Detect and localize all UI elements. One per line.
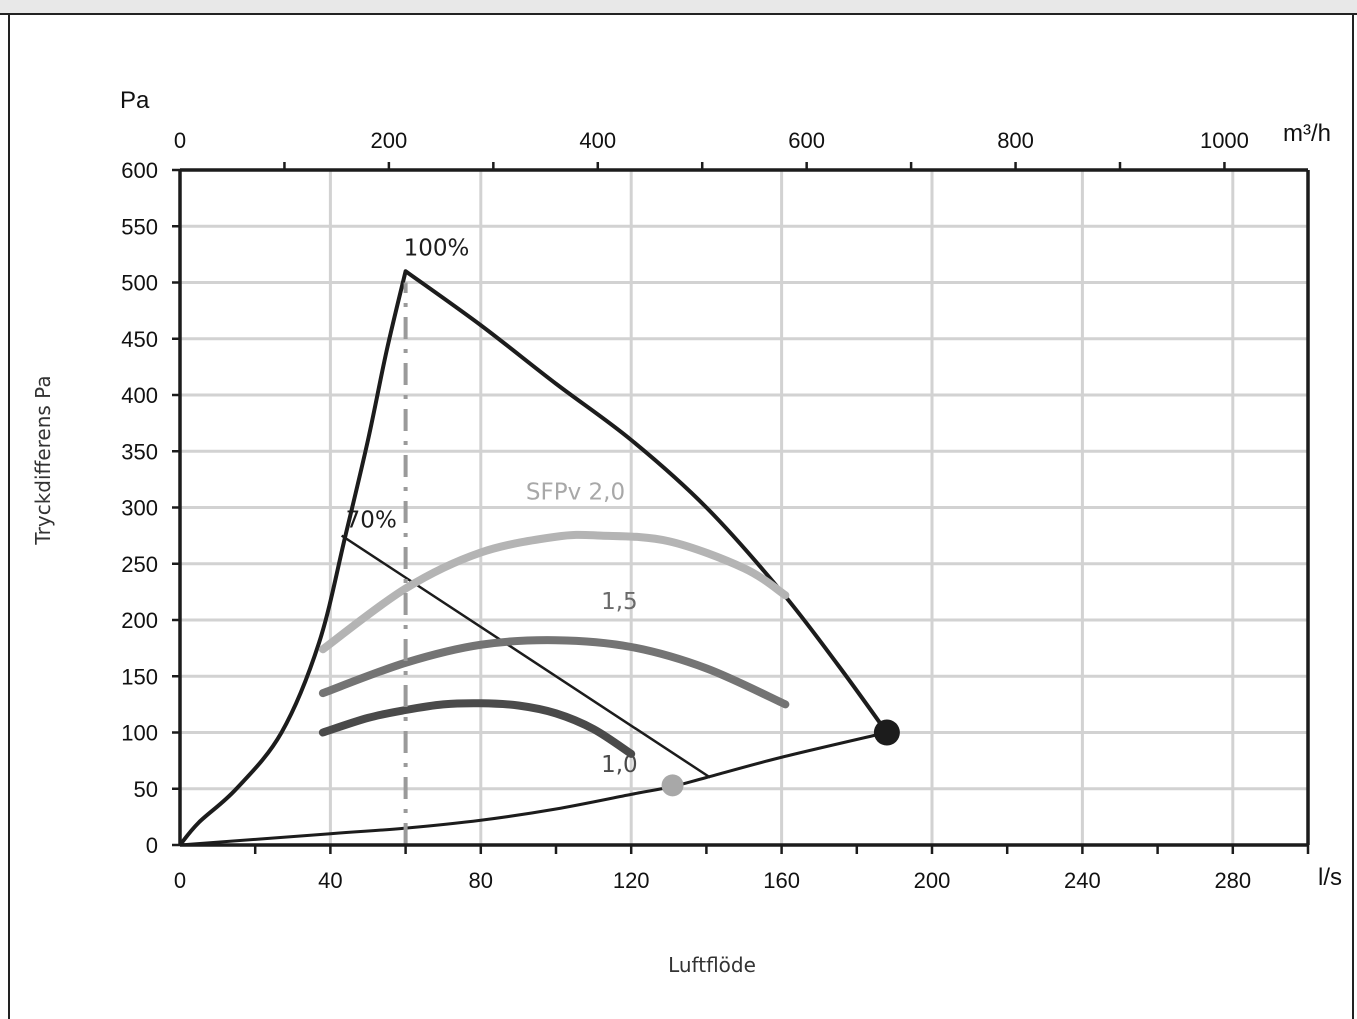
x-tick-label: 40 <box>318 868 342 893</box>
x-tick-label: 80 <box>469 868 493 893</box>
annotation-label: 100% <box>404 235 470 261</box>
x-axis-title: Luftflöde <box>668 953 756 977</box>
x2-tick-label: 0 <box>174 128 186 153</box>
x2-tick-label: 200 <box>371 128 408 153</box>
y-tick-label: 550 <box>121 214 158 239</box>
series-layer <box>178 269 900 847</box>
x-tick-label: 0 <box>174 868 186 893</box>
x-tick-label: 120 <box>613 868 650 893</box>
x2-tick-label: 800 <box>997 128 1034 153</box>
annotation-label: 70% <box>346 508 397 534</box>
y-axis-title: Tryckdifferens Pa <box>31 375 55 545</box>
labels: 0 50 100 150 200 250 300 350 400 450 500 550 600 0 40 8… <box>121 128 1251 893</box>
series-line-sfp10 <box>318 699 636 758</box>
x-tick-label: 200 <box>914 868 951 893</box>
x2-tick-label: 1000 <box>1200 128 1249 153</box>
x-unit-label: l/s <box>1318 864 1342 891</box>
series-line-sfp20 <box>318 530 790 654</box>
top-bar <box>0 0 1357 14</box>
y-tick-label: 250 <box>121 552 158 577</box>
data-point <box>873 719 900 746</box>
series-line-line70 <box>340 534 711 779</box>
x-tick-label: 240 <box>1064 868 1101 893</box>
x-tick-label: 280 <box>1214 868 1251 893</box>
y-tick-label: 450 <box>121 327 158 352</box>
x2-unit-label: m³/h <box>1283 120 1331 147</box>
grid <box>180 170 1308 845</box>
annotation-label: SFPv 2,0 <box>526 480 625 506</box>
y-tick-label: 600 <box>121 158 158 183</box>
y-tick-label: 150 <box>121 664 158 689</box>
data-point <box>661 774 684 797</box>
y-unit-label: Pa <box>120 87 150 114</box>
x2-tick-label: 400 <box>579 128 616 153</box>
series-line-sfp15 <box>318 636 790 709</box>
axes <box>172 162 1310 854</box>
series-line-upper <box>178 269 889 847</box>
annotation-label: 1,5 <box>601 589 638 615</box>
y-tick-label: 350 <box>121 439 158 464</box>
y-tick-label: 100 <box>121 721 158 746</box>
y-tick-label: 0 <box>146 833 158 858</box>
y-tick-label: 500 <box>121 271 158 296</box>
x-tick-label: 160 <box>763 868 800 893</box>
y-tick-label: 300 <box>121 496 158 521</box>
y-tick-label: 200 <box>121 608 158 633</box>
series-line-lower <box>179 731 888 847</box>
x2-tick-label: 600 <box>788 128 825 153</box>
annotation-label: 1,0 <box>601 752 638 778</box>
y-tick-label: 400 <box>121 383 158 408</box>
y-tick-label: 50 <box>134 777 158 802</box>
